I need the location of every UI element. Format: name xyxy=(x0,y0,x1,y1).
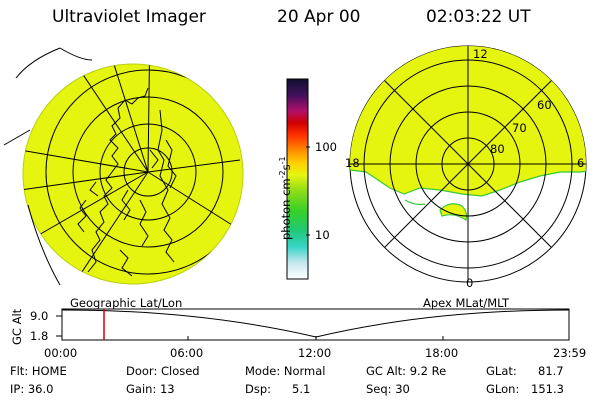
header-date: 20 Apr 00 xyxy=(277,7,361,27)
colorbar-tick-label-10: 10 xyxy=(315,228,330,242)
outer-graticule xyxy=(3,47,93,286)
auroral-emission xyxy=(350,46,586,221)
instrument-title: Ultraviolet Imager xyxy=(52,7,206,27)
lat-lon-grid xyxy=(23,64,243,284)
coastlines xyxy=(77,87,177,277)
status-dsp-label: Dsp: xyxy=(245,382,272,396)
status-ip: IP: 36.0 xyxy=(10,382,54,396)
timeline-panel xyxy=(56,308,570,341)
timeline-ytick-1.8: 1.8 xyxy=(30,329,49,343)
status-glat-value: 81.7 xyxy=(538,364,564,378)
status-seq: Seq: 30 xyxy=(366,382,410,396)
colorbar-tick-label-100: 100 xyxy=(315,140,337,154)
status-glon-value: 151.3 xyxy=(531,382,564,396)
geographic-image xyxy=(3,47,244,286)
mlt-label-12: 12 xyxy=(473,47,488,61)
status-door: Door: Closed xyxy=(126,364,200,378)
timeline-xtick-0600: 06:00 xyxy=(170,346,204,360)
timeline-y-label: GC Alt xyxy=(10,308,24,345)
colorbar-scale xyxy=(286,78,309,280)
mlat-label-60: 60 xyxy=(537,98,552,112)
timeline-frame xyxy=(61,308,570,341)
mlat-mlt-grid xyxy=(350,46,586,282)
timeline-ytick-9: 9.0 xyxy=(30,309,49,323)
timeline-xtick-0000: 00:00 xyxy=(44,346,78,360)
header-time: 02:03:22 UT xyxy=(426,7,531,27)
mlat-label-70: 70 xyxy=(512,121,527,135)
timeline-right-title: Apex MLat/MLT xyxy=(423,296,510,310)
mlt-label-0: 0 xyxy=(466,276,474,290)
status-dsp-value: 5.1 xyxy=(292,382,311,396)
polar-image xyxy=(349,45,587,283)
timeline-ticks xyxy=(56,315,444,340)
mlt-label-18: 18 xyxy=(345,156,360,170)
status-gc-alt: GC Alt: 9.2 Re xyxy=(366,364,447,378)
timeline-left-title: Geographic Lat/Lon xyxy=(70,296,183,310)
status-gain: Gain: 13 xyxy=(126,382,175,396)
timeline-xtick-2359: 23:59 xyxy=(553,346,587,360)
status-glat-label: GLat: xyxy=(486,364,517,378)
status-glon-label: GLon: xyxy=(486,382,520,396)
timeline-xtick-1800: 18:00 xyxy=(425,346,459,360)
status-flt: Flt: HOME xyxy=(10,364,67,378)
mlat-label-80: 80 xyxy=(490,142,505,156)
colorbar xyxy=(286,78,310,280)
status-mode: Mode: Normal xyxy=(245,364,326,378)
mlt-label-6: 6 xyxy=(577,156,585,170)
colorbar-unit-label: photon cm-2s-1 xyxy=(278,156,293,240)
timeline-xtick-1200: 12:00 xyxy=(298,346,332,360)
